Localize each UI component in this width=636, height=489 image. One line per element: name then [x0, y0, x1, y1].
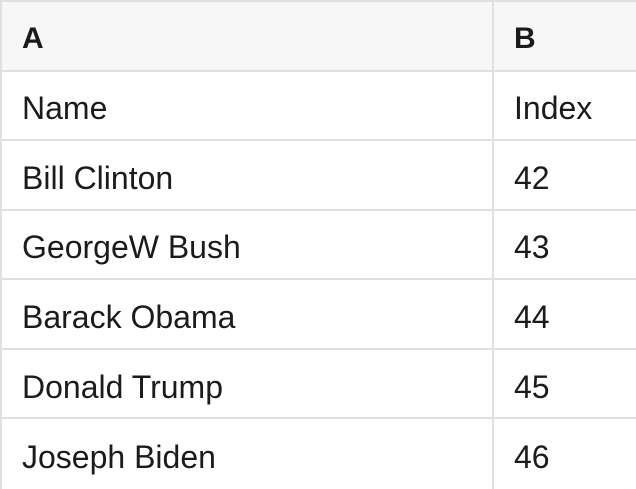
cell-president-index[interactable]: 43: [494, 210, 636, 279]
column-header-b[interactable]: B: [494, 2, 636, 70]
cell-president-name[interactable]: Joseph Biden: [2, 419, 494, 489]
table-row: Bill Clinton 42: [2, 141, 636, 211]
table-row: Joseph Biden 46: [2, 419, 636, 489]
cell-index-header[interactable]: Index: [494, 71, 636, 140]
cell-president-index[interactable]: 46: [494, 419, 636, 489]
table-row: Name Index: [2, 71, 636, 142]
cell-president-name[interactable]: GeorgeW Bush: [2, 210, 494, 279]
cell-president-name[interactable]: Donald Trump: [2, 349, 494, 418]
cell-president-name[interactable]: Barack Obama: [2, 280, 494, 348]
column-header-a[interactable]: A: [2, 2, 494, 70]
table-row: GeorgeW Bush 43: [2, 210, 636, 281]
cell-president-index[interactable]: 42: [494, 141, 636, 209]
cell-name-header[interactable]: Name: [2, 71, 494, 140]
cell-president-index[interactable]: 44: [494, 280, 636, 348]
table-row: Donald Trump 45: [2, 349, 636, 420]
table-row: Barack Obama 44: [2, 280, 636, 350]
cell-president-index[interactable]: 45: [494, 349, 636, 418]
cell-president-name[interactable]: Bill Clinton: [2, 141, 494, 209]
column-header-row: A B: [2, 2, 636, 72]
